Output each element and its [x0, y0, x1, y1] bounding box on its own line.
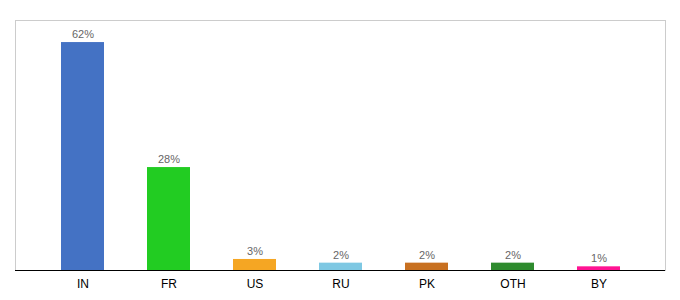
svg-text:62%: 62% — [72, 28, 94, 40]
svg-text:US: US — [247, 277, 264, 291]
svg-text:BY: BY — [591, 277, 607, 291]
svg-text:PK: PK — [419, 277, 435, 291]
svg-text:3%: 3% — [247, 245, 263, 257]
svg-text:2%: 2% — [333, 249, 349, 261]
svg-text:1%: 1% — [591, 252, 607, 264]
svg-text:28%: 28% — [158, 153, 180, 165]
svg-text:FR: FR — [161, 277, 177, 291]
svg-text:OTH: OTH — [500, 277, 525, 291]
svg-text:2%: 2% — [505, 249, 521, 261]
svg-text:RU: RU — [332, 277, 349, 291]
svg-text:IN: IN — [77, 277, 89, 291]
svg-text:2%: 2% — [419, 249, 435, 261]
